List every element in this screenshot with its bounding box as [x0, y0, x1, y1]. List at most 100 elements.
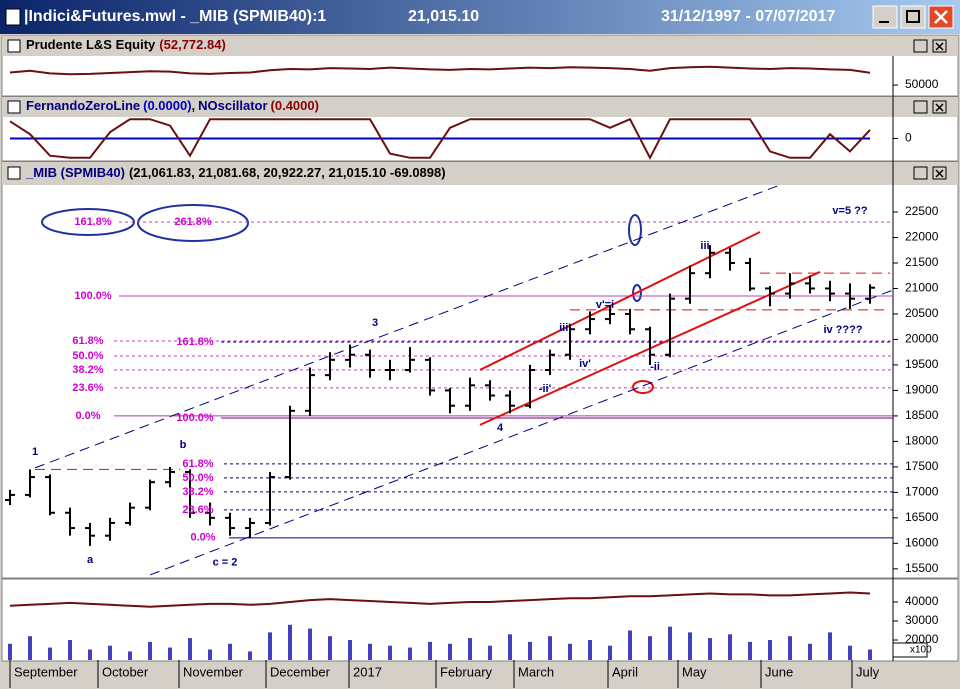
- volume-bar: [48, 647, 52, 660]
- y-tick-label: 18500: [905, 408, 939, 422]
- volume-bar: [848, 645, 852, 660]
- volume-bar: [68, 639, 72, 660]
- y-tick-label: 17000: [905, 485, 939, 499]
- panel-max[interactable]: [913, 39, 928, 53]
- series-line: [9, 117, 871, 160]
- plot-area: [9, 117, 871, 160]
- x-tick-label: May: [682, 664, 707, 679]
- volume-bar: [128, 651, 132, 660]
- volume-bar: [688, 632, 692, 660]
- volume-bar: [388, 645, 392, 660]
- volume-bar: [628, 630, 632, 660]
- volume-bar: [8, 643, 12, 660]
- y-tick-label: 40000: [905, 594, 939, 608]
- x-tick-label: June: [765, 664, 793, 679]
- wave-label: -ii: [650, 361, 660, 373]
- panel-buttons: [7, 39, 947, 180]
- x-tick-label: April: [612, 664, 638, 679]
- maximize-button[interactable]: [900, 5, 926, 29]
- volume-bar: [448, 643, 452, 660]
- volume-bar: [728, 634, 732, 660]
- wave-label: -ii': [539, 383, 552, 395]
- volume-bar: [508, 634, 512, 660]
- volume-bar: [808, 643, 812, 660]
- fib-label: 61.8%: [182, 458, 213, 470]
- volume-bar: [568, 643, 572, 660]
- y-tick-label: 20000: [905, 632, 939, 646]
- y-tick-label: 0: [905, 131, 912, 145]
- volume-bar: [708, 638, 712, 660]
- panel-header: FernandoZeroLine (0.0000), NOscillator (0.4…: [26, 98, 319, 113]
- volume-bar: [788, 636, 792, 660]
- y-tick-label: 16000: [905, 536, 939, 550]
- main-quote: (21,061.83, 21,081.68, 20,922.27, 21,015…: [129, 165, 446, 180]
- volume-bar: [548, 636, 552, 660]
- fib-label: 23.6%: [182, 504, 213, 516]
- panel-max[interactable]: [913, 100, 928, 114]
- minimize-button[interactable]: [872, 5, 898, 29]
- volume-bar: [488, 645, 492, 660]
- y-tick-label: 16500: [905, 510, 939, 524]
- y-tick-label: 22500: [905, 204, 939, 218]
- volume-average: [9, 591, 871, 608]
- wave-label: b: [180, 439, 187, 451]
- main-title: _MIB (SPMIB40): [25, 165, 125, 180]
- volume-bar: [748, 641, 752, 660]
- window-range: 31/12/1997 - 07/07/2017: [661, 8, 835, 25]
- volume-bar: [108, 645, 112, 660]
- fib-label: 0.0%: [190, 532, 215, 544]
- fib-label: 38.2%: [72, 364, 103, 376]
- volume-bar: [828, 632, 832, 660]
- x-tick-label: September: [14, 664, 78, 679]
- y-tick-label: 18000: [905, 434, 939, 448]
- volume-unit: x100: [910, 645, 932, 656]
- fib-label: 161.8%: [74, 216, 112, 228]
- volume-bar: [168, 647, 172, 660]
- title-bar: [0, 0, 960, 34]
- volume-bar: [468, 638, 472, 660]
- fib-label: 0.0%: [75, 410, 100, 422]
- volume-bar: [88, 649, 92, 660]
- plot-area: [9, 65, 871, 76]
- volume-bar: [148, 641, 152, 660]
- fib-label: 50.0%: [182, 472, 213, 484]
- fib-label: 50.0%: [72, 350, 103, 362]
- plot-area: 1 a b c = 2 3 4 iii v=5 ?? iv ???? v'=i iii' iv' -ii…: [5, 185, 893, 576]
- wave-label: v'=i: [596, 299, 614, 311]
- volume-bar: [188, 638, 192, 660]
- wave-label: 4: [497, 422, 504, 434]
- volume-bar: [208, 649, 212, 660]
- wave-label: 1: [32, 446, 38, 458]
- wave-label: 3: [372, 317, 378, 329]
- window-buttons: [872, 5, 954, 29]
- volume-bar: [348, 639, 352, 660]
- wave-label: a: [87, 554, 94, 566]
- volume-bar: [768, 639, 772, 660]
- volume-bar: [228, 643, 232, 660]
- equity-title: Prudente L&S Equity: [26, 37, 156, 52]
- legend-value: (0.0000): [143, 98, 191, 113]
- fib-label: 261.8%: [174, 216, 212, 228]
- y-tick-label: 20500: [905, 306, 939, 320]
- volume-bar: [668, 626, 672, 660]
- window-last: 21,015.10: [408, 8, 479, 25]
- wave-label: iii: [700, 240, 709, 252]
- fib-label: 38.2%: [182, 486, 213, 498]
- volume-bar: [408, 647, 412, 660]
- y-tick-label: 22000: [905, 230, 939, 244]
- x-tick-label: November: [183, 664, 244, 679]
- panel-max[interactable]: [913, 166, 928, 180]
- x-tick-label: March: [518, 664, 554, 679]
- volume-bar: [648, 636, 652, 660]
- plot-area: [8, 591, 872, 660]
- y-tick-label: 50000: [905, 77, 939, 91]
- y-tick-label: 20000: [905, 332, 939, 346]
- wave-label: iv': [579, 358, 591, 370]
- wave-label: iii': [559, 322, 571, 334]
- volume-bar: [288, 624, 292, 660]
- decorations: [41, 204, 654, 394]
- window-title: |Indici&Futures.mwl - _MIB (SPMIB40):1: [24, 8, 326, 25]
- y-tick-label: 30000: [905, 613, 939, 627]
- volume-bar: [588, 639, 592, 660]
